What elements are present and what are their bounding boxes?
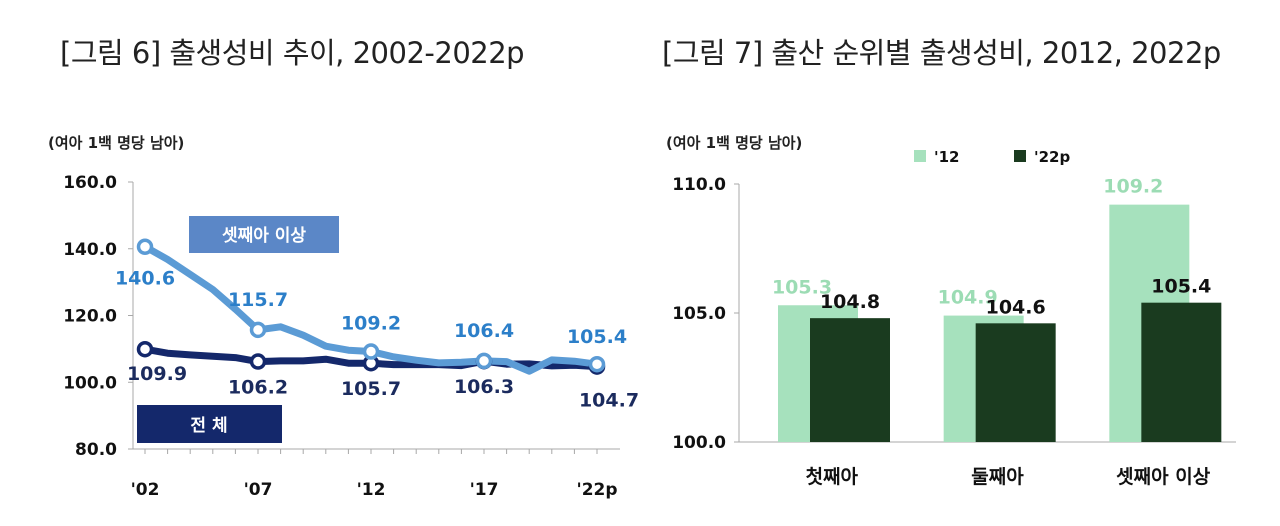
fig6-total-marker (249, 353, 267, 370)
fig6-third-data-label: 115.7 (228, 289, 288, 311)
fig6-y-tick-label: 80.0 (75, 440, 117, 460)
fig7-bar-2022p-label: 104.6 (986, 296, 1046, 318)
fig6-x-tick-label: '07 (244, 480, 273, 500)
fig6-third-data-label: 140.6 (115, 268, 175, 290)
fig6-x-tick-label: '17 (470, 480, 499, 500)
fig6-third-data-label: 105.4 (567, 326, 627, 348)
fig6-third-marker (136, 238, 154, 255)
fig6-total-data-label: 109.9 (127, 363, 187, 385)
fig6-third-series-badge-label: 셋째아 이상 (222, 226, 306, 246)
fig7-bar-2022p-label: 105.4 (1151, 276, 1211, 298)
fig6-unit-label: (여아 1백 명당 남아) (48, 134, 184, 152)
fig6-y-tick-label: 100.0 (63, 373, 117, 393)
fig7-bar-2022p (975, 323, 1056, 442)
fig7-bar-2012-label: 104.9 (938, 287, 998, 309)
fig7-category-label: 첫째아 (806, 466, 859, 488)
fig7-legend-label: '12 (934, 148, 959, 166)
figure-6-title: [그림 6] 출생성비 추이, 2002-2022p (60, 36, 525, 70)
fig7-unit-label: (여아 1백 명당 남아) (666, 134, 802, 152)
fig6-x-tick-label: '12 (357, 480, 386, 500)
fig6-total-data-label: 106.3 (454, 376, 514, 398)
fig6-total-series-badge-label: 전 체 (190, 416, 227, 436)
fig6-x-tick-label: '22p (576, 480, 617, 500)
fig6-third-data-label: 109.2 (341, 313, 401, 335)
fig6-total-data-label: 106.2 (228, 377, 288, 399)
fig7-bar-2012-label: 109.2 (1103, 176, 1163, 198)
fig7-bar-2022p-label: 104.8 (820, 291, 880, 313)
fig6-third-marker (475, 352, 493, 370)
fig6-third-marker (588, 355, 606, 373)
fig7-y-tick-label: 110.0 (672, 175, 726, 195)
fig6-x-tick-label: '02 (131, 480, 160, 500)
fig6-total-data-label: 104.7 (579, 390, 639, 412)
fig7-bar-2022p (1141, 302, 1222, 442)
fig7-legend-swatch (914, 150, 926, 162)
fig6-third-data-label: 106.4 (454, 320, 514, 342)
fig6-third-marker (249, 321, 267, 339)
fig7-y-tick-label: 100.0 (672, 433, 726, 453)
fig6-total-data-label: 105.7 (341, 378, 401, 400)
fig6-total-marker (136, 340, 154, 358)
fig7-bar-2022p (810, 318, 890, 442)
fig6-y-tick-label: 160.0 (63, 173, 117, 193)
fig6-y-tick-label: 120.0 (63, 307, 117, 327)
fig6-third-marker (362, 343, 380, 360)
fig7-legend-swatch (1014, 150, 1026, 162)
fig6-total-series-badge (137, 405, 282, 443)
fig6-y-tick-label: 140.0 (63, 240, 117, 260)
fig7-legend-label: '22p (1034, 148, 1070, 166)
fig6-third-series-badge (189, 216, 339, 253)
fig7-category-label: 둘째아 (971, 466, 1024, 488)
fig7-bar-2012-label: 105.3 (772, 276, 832, 298)
figure-7-title: [그림 7] 출산 순위별 출생성비, 2012, 2022p (662, 36, 1221, 70)
fig7-category-label: 셋째아 이상 (1116, 466, 1211, 488)
fig7-y-tick-label: 105.0 (672, 304, 726, 324)
